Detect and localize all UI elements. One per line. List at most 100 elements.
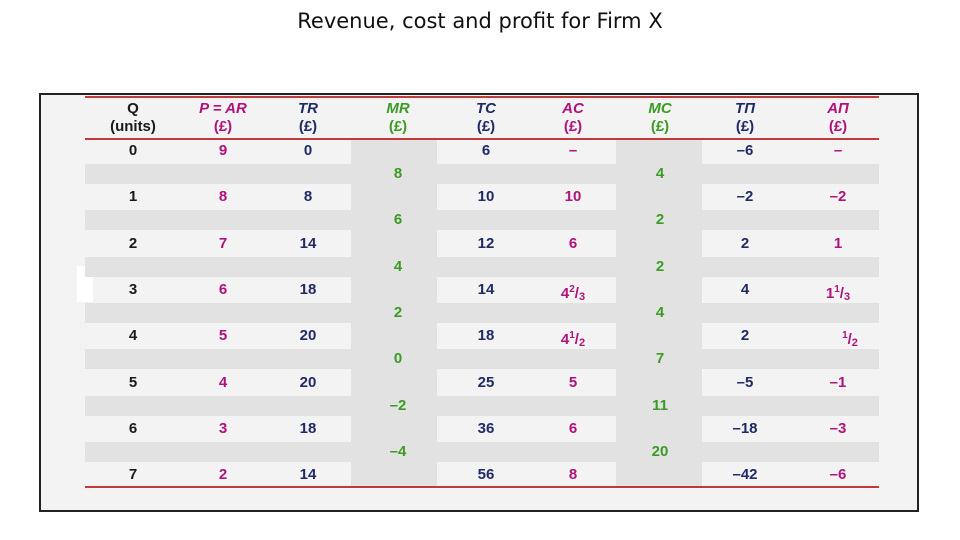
table-cell-tr: 18	[299, 280, 317, 298]
table-cell-ap: 1	[833, 234, 843, 252]
marginal-cell-mc: 11	[652, 396, 668, 414]
marginal-cell-mc: 2	[655, 211, 665, 229]
marginal-band	[85, 210, 879, 231]
table-cell-q: 7	[128, 466, 138, 484]
table-cell-q: 4	[128, 327, 138, 345]
column-unit: (£)	[213, 118, 233, 135]
column-header: MR (£)	[353, 100, 443, 136]
table-cell-ap: –	[833, 142, 843, 159]
table-cell-tp: –6	[736, 142, 754, 159]
table-cell-tp: 2	[740, 234, 750, 252]
column-header: AC (£)	[528, 100, 618, 136]
table-cell-tr: 20	[299, 373, 317, 391]
marginal-cell-mc: 4	[655, 303, 665, 321]
table-cell-p: 3	[218, 419, 228, 437]
table-cell-tr: 8	[303, 188, 313, 206]
table-cell-ac: 6	[568, 419, 578, 437]
column-symbol: Q	[127, 100, 139, 117]
marginal-band	[85, 256, 879, 277]
marginal-cell-mr: –4	[389, 442, 407, 460]
table-cell-tp: 2	[740, 327, 750, 345]
column-header: P = AR (£)	[178, 100, 268, 136]
mr-column-shade	[351, 139, 437, 486]
marginal-band	[85, 164, 879, 184]
column-header: MC (£)	[615, 100, 705, 136]
marginal-cell-mc: 7	[655, 350, 665, 368]
marginal-cell-mc: 2	[655, 257, 665, 275]
column-symbol: P = AR	[199, 100, 247, 117]
marginal-band	[85, 395, 879, 416]
column-unit: (£)	[298, 118, 318, 135]
table-cell-ap: 1/2	[842, 330, 858, 350]
column-symbol: MC	[648, 100, 672, 117]
marginal-cell-mr: –2	[389, 396, 407, 414]
table-cell-tc: 10	[477, 188, 495, 206]
column-unit: (£)	[735, 118, 755, 135]
column-unit: (£)	[650, 118, 670, 135]
column-unit: (units)	[110, 118, 156, 135]
table-cell-tc: 14	[477, 280, 495, 298]
column-header: AΠ (£)	[793, 100, 883, 136]
column-header: TΠ (£)	[700, 100, 790, 136]
column-header: TC (£)	[441, 100, 531, 136]
table-cell-ap: –3	[829, 419, 847, 437]
column-symbol: AΠ	[827, 100, 849, 117]
table-cell-q: 1	[128, 188, 138, 206]
table-cell-p: 2	[218, 466, 228, 484]
table-cell-tc: 36	[477, 419, 495, 437]
table-cell-tr: 14	[299, 466, 317, 484]
column-header: TR (£)	[263, 100, 353, 136]
table-cell-ac: 8	[568, 466, 578, 484]
table-cell-tr: 18	[299, 419, 317, 437]
top-rule	[85, 96, 879, 98]
column-unit: (£)	[388, 118, 408, 135]
table-cell-tp: 4	[740, 280, 750, 298]
marginal-cell-mr: 8	[393, 165, 403, 182]
table-cell-q: 3	[128, 280, 138, 298]
column-symbol: TR	[298, 100, 318, 117]
table-cell-q: 0	[128, 142, 138, 159]
marginal-band	[85, 441, 879, 462]
column-unit: (£)	[828, 118, 848, 135]
table-cell-p: 8	[218, 188, 228, 206]
marginal-cell-mc: 20	[651, 442, 669, 460]
table-cell-q: 5	[128, 373, 138, 391]
table-cell-tc: 18	[477, 327, 495, 345]
table-cell-ac: –	[568, 142, 578, 159]
column-symbol: TC	[476, 100, 496, 117]
table-cell-q: 6	[128, 419, 138, 437]
column-symbol: AC	[562, 100, 584, 117]
table-cell-tc: 56	[477, 466, 495, 484]
marginal-cell-mc: 4	[655, 165, 665, 182]
column-header: Q (units)	[88, 100, 178, 136]
table-cell-ac: 6	[568, 234, 578, 252]
table-cell-ac: 5	[568, 373, 578, 391]
table-cell-tc: 12	[477, 234, 495, 252]
mc-column-shade	[616, 139, 702, 486]
table-cell-p: 5	[218, 327, 228, 345]
marginal-cell-mr: 0	[393, 350, 403, 368]
table-cell-ap: –6	[829, 466, 847, 484]
marginal-cell-mr: 4	[393, 257, 403, 275]
table-cell-ap: –1	[829, 373, 847, 391]
column-symbol: MR	[386, 100, 410, 117]
table-cell-tr: 20	[299, 327, 317, 345]
table-cell-tp: –42	[732, 466, 758, 484]
table-cell-tc: 25	[477, 373, 495, 391]
column-unit: (£)	[476, 118, 496, 135]
table-cell-ac: 10	[564, 188, 582, 206]
column-unit: (£)	[563, 118, 583, 135]
table-cell-q: 2	[128, 234, 138, 252]
table-cell-p: 6	[218, 280, 228, 298]
table-cell-ac: 41/2	[560, 330, 586, 350]
table-cell-tr: 14	[299, 234, 317, 252]
table-cell-p: 7	[218, 234, 228, 252]
bottom-rule	[85, 486, 879, 488]
marginal-cell-mr: 2	[393, 303, 403, 321]
table-cell-tr: 0	[303, 142, 313, 159]
table-cell-tp: –18	[732, 419, 758, 437]
table-cell-tp: –5	[736, 373, 754, 391]
table-cell-tc: 6	[481, 142, 491, 159]
table-cell-ap: 11/3	[825, 283, 851, 303]
header-rule	[85, 138, 879, 140]
